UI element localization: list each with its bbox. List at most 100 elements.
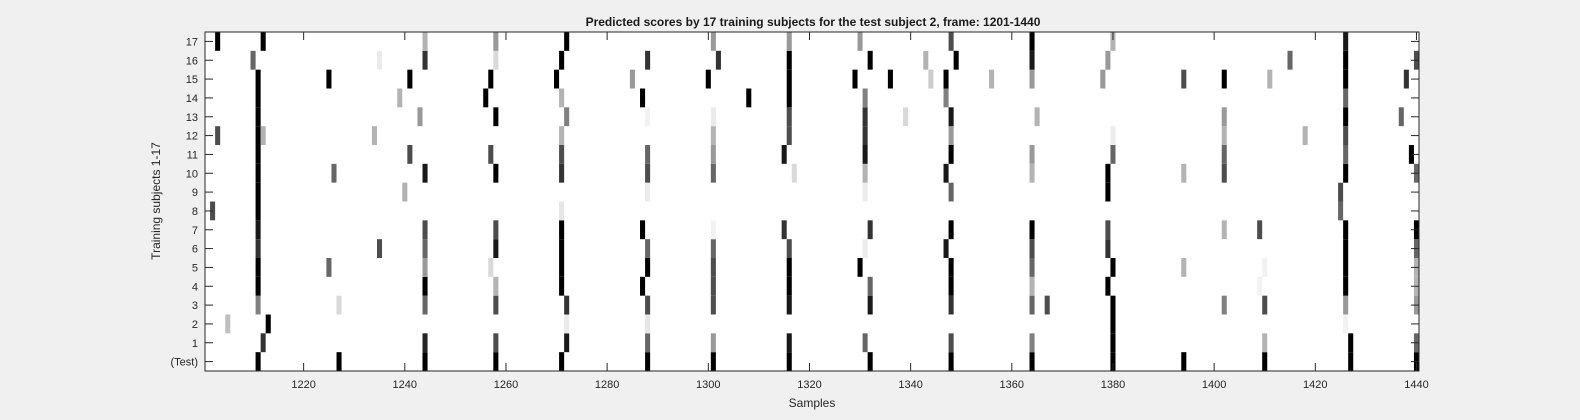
heatmap-cell [1343,145,1349,164]
heatmap-cell [786,69,792,89]
heatmap-cell [867,276,873,296]
heatmap-cell [559,276,565,296]
heatmap-cell [867,220,873,240]
heatmap-cell [1262,295,1268,315]
x-tick-label: 1420 [1303,379,1327,391]
heatmap-cell [1221,220,1227,240]
heatmap-cell [250,50,256,70]
heatmap-cell [857,32,863,51]
heatmap-cell [215,126,221,145]
heatmap-cell [786,107,792,127]
heatmap-cell [1343,32,1349,51]
heatmap-cell [215,32,221,51]
heatmap-cell [948,352,954,371]
heatmap-cell [710,333,716,353]
heatmap-cell [781,220,787,240]
heatmap-cell [493,333,499,353]
y-tick-label: 8 [192,206,198,218]
heatmap-cell [862,126,868,145]
heatmap-cell [1181,69,1187,89]
heatmap-cell [260,333,266,353]
x-tick-label: 1380 [1101,379,1125,391]
y-tick-label: (Test) [171,357,199,369]
heatmap-cell [559,163,565,183]
heatmap-cell [943,239,949,258]
heatmap-cell [645,107,651,127]
heatmap-cell [1110,314,1116,334]
heatmap-cell [867,50,873,70]
x-tick-label: 1260 [494,379,518,391]
y-tick-label: 13 [186,112,198,124]
heatmap-cell [255,145,261,164]
heatmap-cell [1343,295,1349,315]
heatmap-cell [862,88,868,108]
heatmap-cell [1029,258,1035,277]
heatmap-cell [948,32,954,51]
heatmap-cell [559,201,565,221]
heatmap-cell [1287,50,1293,70]
x-tick-label: 1220 [291,379,315,391]
heatmap-cell [1343,258,1349,277]
y-tick-label: 7 [192,225,198,237]
heatmap-cell [422,239,428,258]
heatmap-cell [943,88,949,108]
heatmap-cell [786,126,792,145]
heatmap-cell [786,88,792,108]
y-tick-label: 3 [192,300,198,312]
heatmap-cell [1029,145,1035,164]
heatmap-cell [1110,32,1116,51]
heatmap-cell [331,163,337,183]
heatmap-cell [255,220,261,240]
chart-title: Predicted scores by 17 training subjects… [586,15,1041,29]
heatmap-cell [1338,182,1344,202]
heatmap-cell [645,239,651,258]
heatmap-cell [710,258,716,277]
heatmap-cell [953,50,959,70]
x-axis-label: Samples [789,396,836,410]
heatmap-cell [867,352,873,371]
heatmap-cell [376,50,383,70]
heatmap-cell [255,201,261,221]
heatmap-cell [786,32,792,51]
y-tick-label: 11 [187,149,198,161]
heatmap-cell [493,163,499,183]
plot-frame [204,31,1420,372]
heatmap-cell [710,239,716,258]
x-tick-label: 1300 [696,379,720,391]
heatmap-cell [645,50,651,70]
heatmap-cell [645,295,651,315]
heatmap-cell [1221,295,1227,315]
heatmap-cell [255,163,261,183]
heatmap-cell [862,145,868,164]
heatmap-cell [407,69,413,89]
y-tick-label: 14 [186,93,198,105]
heatmap-cell [422,276,428,296]
heatmap-cell [564,314,570,334]
heatmap-cell [1110,258,1116,277]
heatmap-cell [559,88,565,108]
heatmap-cell [255,239,261,258]
y-tick-label: 1 [192,338,198,350]
heatmap-cell [1343,88,1349,108]
heatmap-cell [710,145,716,164]
heatmap-cell [1343,107,1349,127]
heatmap-cell [488,145,494,164]
heatmap-cell [1262,333,1268,353]
heatmap-cell [943,163,949,183]
heatmap-cell [1343,50,1349,70]
heatmap-cell [1110,352,1116,371]
heatmap-cell [948,107,954,127]
heatmap-cell [862,239,868,258]
heatmap-cell [1267,69,1273,89]
heatmap-cell [336,295,342,315]
heatmap-cell [422,352,428,371]
heatmap-cell [1100,69,1106,89]
heatmap-cell [554,69,560,89]
heatmap-cell [786,276,792,296]
heatmap-cell [1343,220,1349,240]
y-tick-label: 4 [192,281,198,293]
heatmap-cell [786,258,792,277]
heatmap-cell [1029,352,1035,371]
heatmap-cell [862,182,868,202]
y-tick-label: 16 [186,55,198,67]
